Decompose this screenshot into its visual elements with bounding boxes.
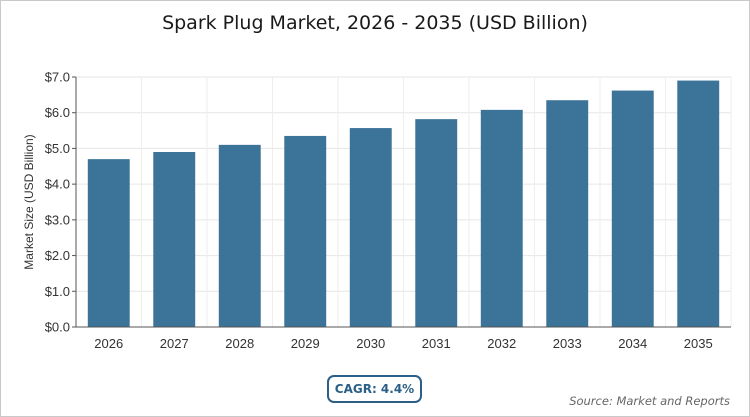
y-tick-label: $0.0	[45, 320, 70, 335]
y-axis-label: Market Size (USD Billion)	[22, 134, 36, 269]
y-tick-label: $4.0	[45, 177, 70, 192]
bar-2026	[87, 159, 130, 327]
x-tick-label: 2034	[618, 336, 647, 351]
x-tick-label: 2033	[553, 336, 582, 351]
x-tick-label: 2031	[422, 336, 451, 351]
bar-2028	[218, 144, 261, 327]
x-tick-label: 2028	[225, 336, 254, 351]
x-tick-label: 2032	[487, 336, 516, 351]
y-tick-label: $5.0	[45, 141, 70, 156]
cagr-badge: CAGR: 4.4%	[327, 375, 422, 403]
x-tick-label: 2026	[94, 336, 123, 351]
bar-2033	[546, 100, 589, 327]
bar-2029	[284, 135, 327, 327]
x-tick-label: 2029	[291, 336, 320, 351]
y-tick-label: $1.0	[45, 284, 70, 299]
bar-2032	[480, 109, 523, 327]
chart-title: Spark Plug Market, 2026 - 2035 (USD Bill…	[162, 12, 588, 34]
bar-2027	[153, 152, 196, 327]
x-tick-label: 2027	[160, 336, 189, 351]
bar-2034	[611, 90, 654, 327]
x-tick-label: 2030	[356, 336, 385, 351]
y-tick-label: $6.0	[45, 105, 70, 120]
tick-labels: $0.0 $1.0 $2.0 $3.0 $4.0 $5.0 $6.0 $7.0 2026 2027…	[45, 70, 713, 352]
bars	[87, 80, 720, 328]
bar-2030	[349, 128, 392, 327]
bar-2035	[677, 80, 720, 327]
x-tick-label: 2035	[684, 336, 713, 351]
source-note: Source: Market and Reports	[569, 394, 730, 408]
y-tick-label: $3.0	[45, 212, 70, 227]
y-tick-label: $7.0	[45, 70, 70, 85]
y-tick-label: $2.0	[45, 248, 70, 263]
bar-2031	[415, 119, 458, 328]
axes	[72, 76, 731, 328]
